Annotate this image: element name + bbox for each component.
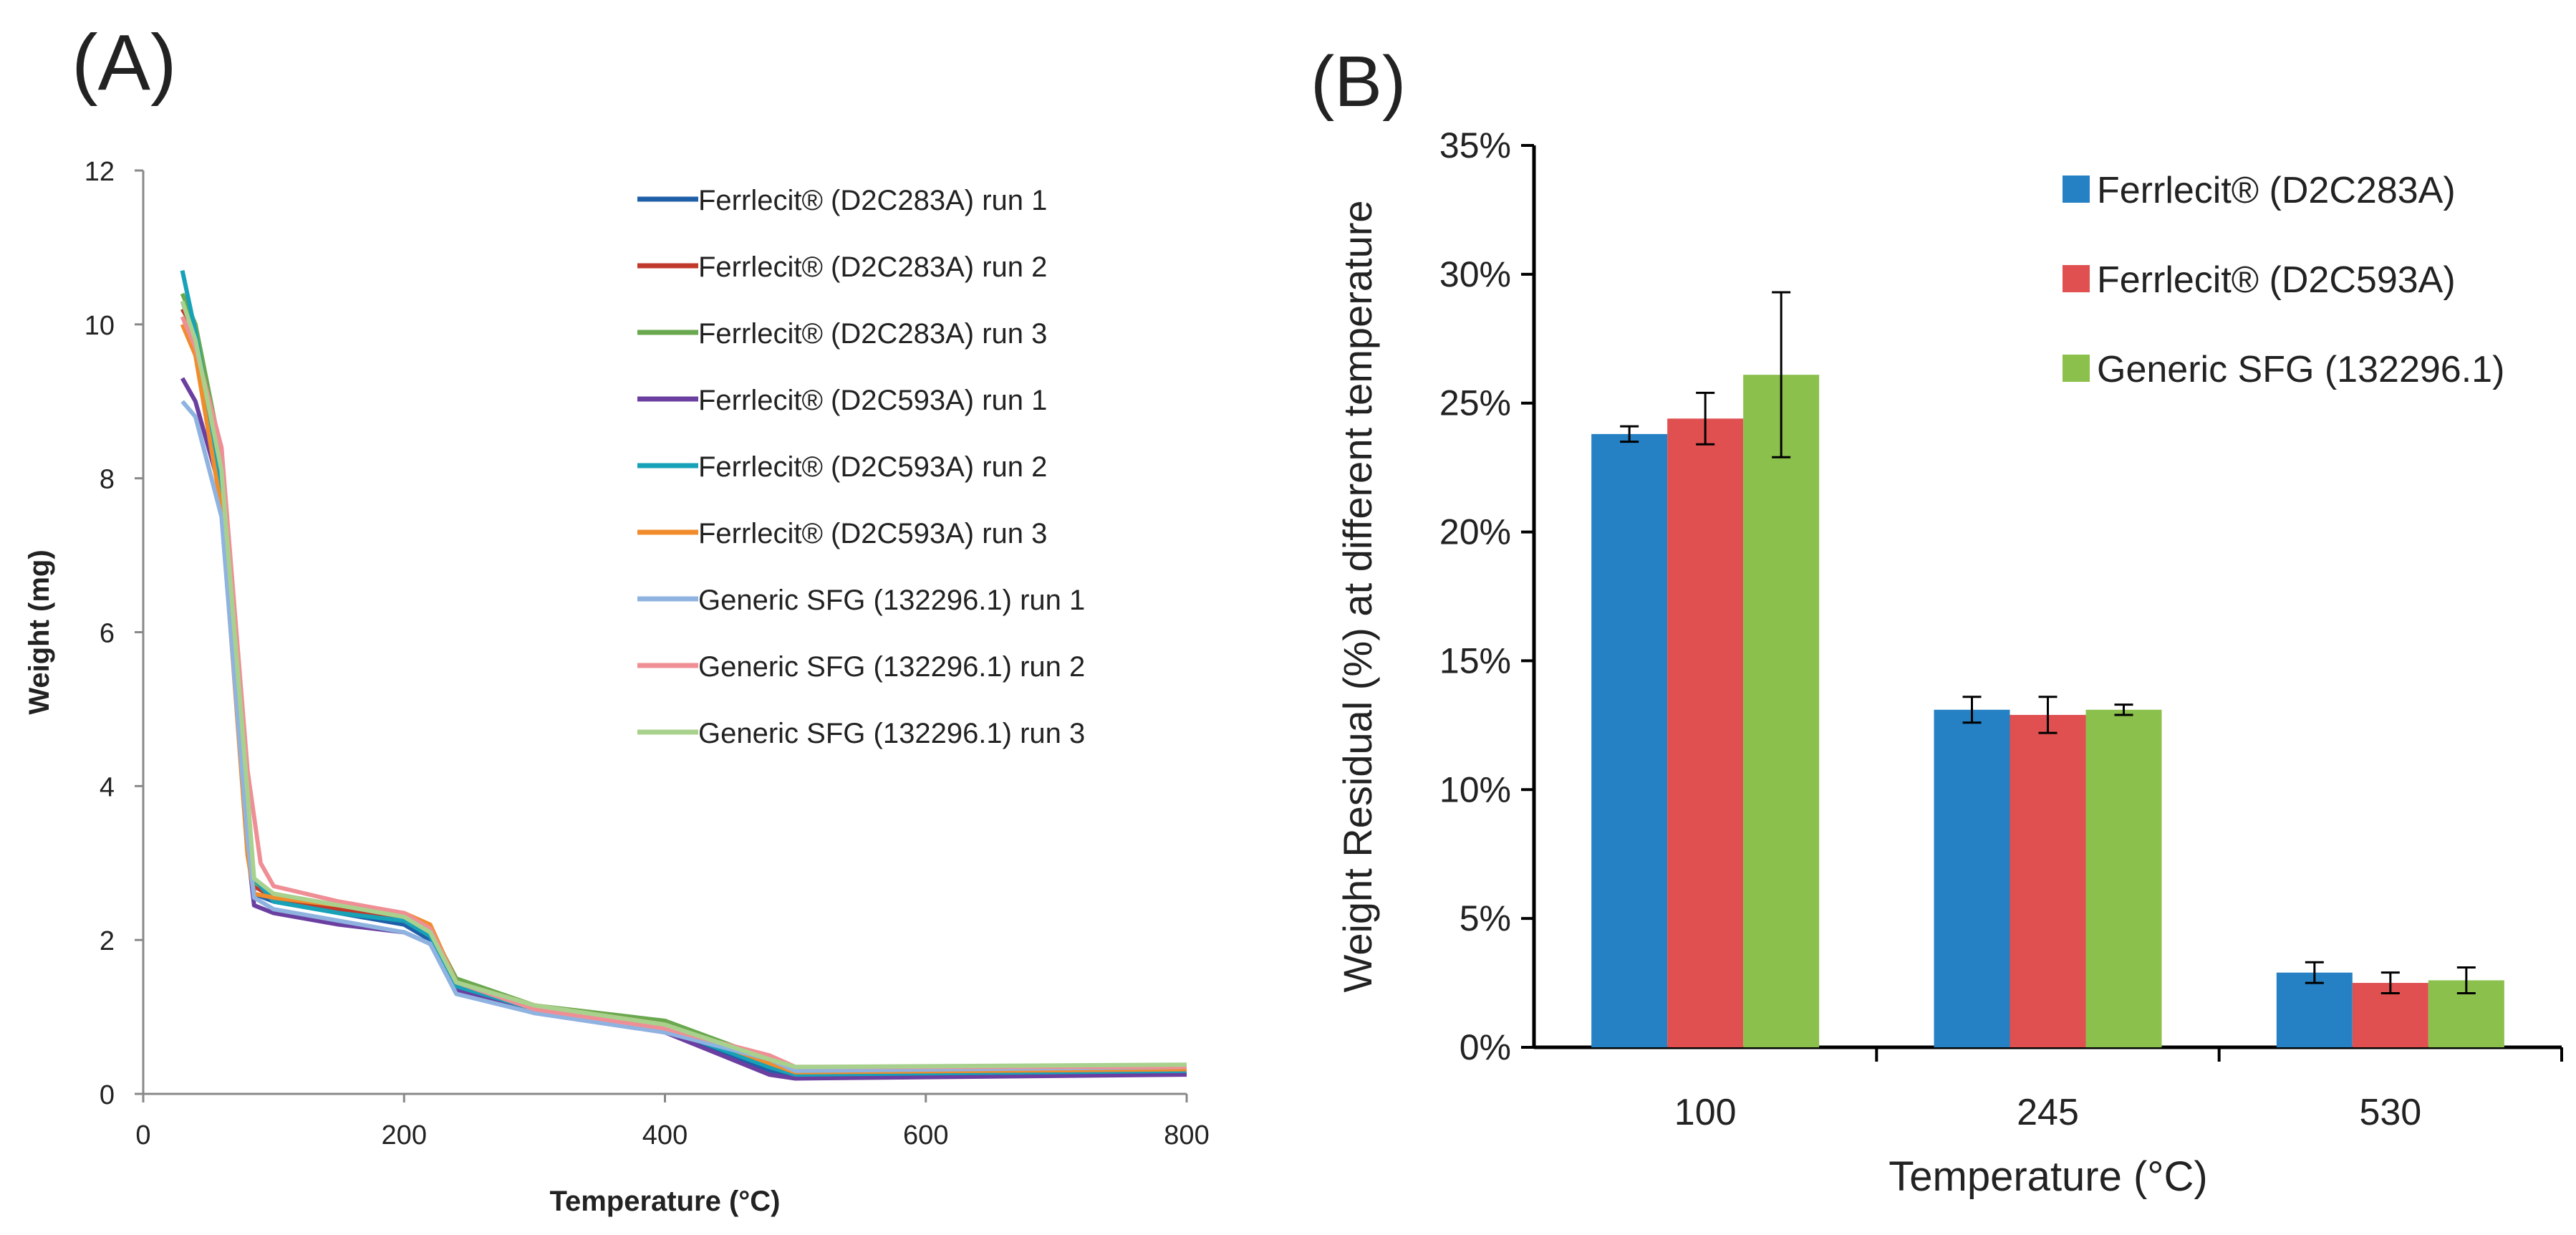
a-series-line-1: [180, 300, 1187, 1080]
b-y-tick-label: 5%: [1460, 898, 1511, 938]
a-y-tick-label: 6: [100, 619, 115, 649]
a-legend-label-9: Generic SFG (132296.1) run 3: [698, 718, 1085, 749]
b-category-label: 530: [2359, 1092, 2421, 1133]
b-bar-245-2: [2010, 714, 2086, 1047]
b-legend-label-1: Ferrlecit® (D2C283A): [2097, 170, 2456, 211]
b-y-axis-label: Weight Residual (%) at different tempera…: [1335, 200, 1380, 992]
a-y-tick-label: 4: [100, 772, 115, 802]
b-bar-530-1: [2276, 972, 2353, 1047]
a-legend-label-5: Ferrlecit® (D2C593A) run 2: [698, 451, 1047, 483]
a-legend-label-7: Generic SFG (132296.1) run 1: [698, 585, 1085, 616]
a-legend-label-3: Ferrlecit® (D2C283A) run 3: [698, 318, 1047, 350]
a-x-axis-label: Temperature (°C): [550, 1186, 781, 1217]
b-category-label: 100: [1674, 1092, 1737, 1133]
b-y-tick-label: 20%: [1439, 512, 1511, 552]
b-legend-label-2: Ferrlecit® (D2C593A): [2097, 259, 2456, 301]
b-y-tick-label: 25%: [1439, 383, 1511, 423]
b-bar-245-3: [2085, 709, 2162, 1047]
b-bar-100-1: [1591, 433, 1668, 1047]
a-series-line-8: [180, 315, 1187, 1070]
b-legend-swatch-2: [2063, 265, 2090, 292]
a-x-tick-label: 800: [1164, 1120, 1209, 1150]
a-legend-label-1: Ferrlecit® (D2C283A) run 1: [698, 185, 1047, 216]
chart-a-weight-vs-temperature: 0 2 4 6 8 10 12 0 200 400 600 800 Temperature (°C) We…: [24, 157, 1210, 1217]
b-legend-swatch-1: [2063, 176, 2090, 203]
b-legend-swatch-3: [2063, 355, 2090, 382]
a-x-tick-label: 400: [642, 1120, 688, 1150]
a-y-tick-label: 0: [100, 1080, 115, 1110]
a-legend-label-4: Ferrlecit® (D2C593A) run 1: [698, 385, 1047, 416]
a-y-tick-label: 10: [85, 311, 115, 341]
b-y-tick-label: 35%: [1439, 125, 1511, 165]
b-bar-100-3: [1743, 375, 1820, 1047]
a-series-line-6: [180, 323, 1187, 1075]
b-bar-245-1: [1934, 709, 2010, 1047]
a-series-line-7: [180, 400, 1187, 1073]
b-legend-label-3: Generic SFG (132296.1): [2097, 349, 2504, 390]
a-legend-label-6: Ferrlecit® (D2C593A) run 3: [698, 518, 1047, 549]
b-bar-100-2: [1667, 418, 1744, 1047]
b-y-tick-label: 10%: [1439, 769, 1511, 809]
a-legend-label-2: Ferrlecit® (D2C283A) run 2: [698, 251, 1047, 283]
a-y-tick-label: 12: [85, 157, 115, 187]
b-y-tick-label: 15%: [1439, 640, 1511, 681]
b-x-axis-label: Temperature (°C): [1888, 1153, 2207, 1200]
a-x-tick-label: 200: [382, 1120, 427, 1150]
a-y-axis-label: Weight (mg): [24, 549, 55, 714]
panel-b-label: (B): [1311, 42, 1406, 122]
a-y-tick-label: 2: [100, 926, 115, 956]
a-x-tick-label: 0: [135, 1120, 150, 1150]
b-category-label: 245: [2017, 1092, 2079, 1133]
panel-a-label: (A): [72, 19, 177, 107]
a-legend-label-8: Generic SFG (132296.1) run 2: [698, 651, 1085, 683]
a-x-tick-label: 600: [903, 1120, 948, 1150]
chart-b-weight-residual-bars: 0% 5% 10% 15% 20% 25% 30% 35% 100 245 530 Temperatu…: [1335, 125, 2563, 1200]
a-series-line-2: [180, 307, 1187, 1077]
b-y-tick-label: 30%: [1439, 254, 1511, 294]
b-y-tick-label: 0%: [1460, 1027, 1511, 1067]
a-series-line-9: [180, 300, 1187, 1070]
a-y-tick-label: 8: [100, 465, 115, 495]
